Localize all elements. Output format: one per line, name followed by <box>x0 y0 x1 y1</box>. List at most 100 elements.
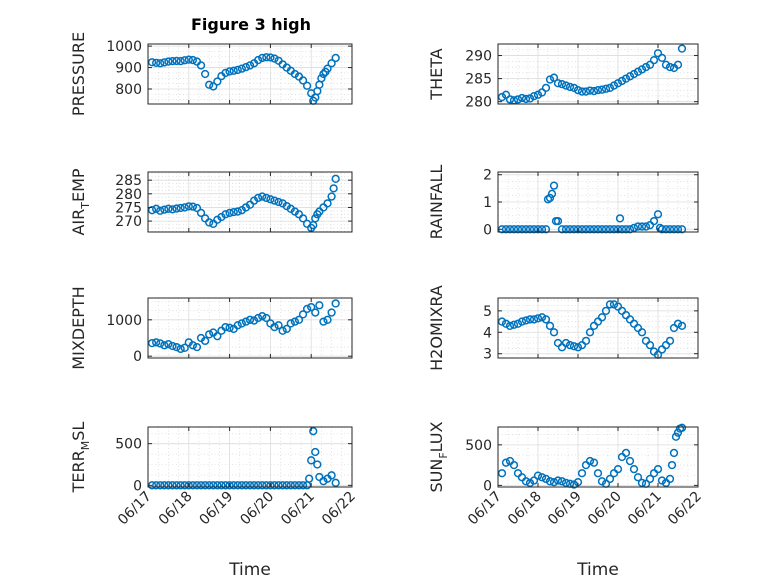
data-point <box>184 202 193 211</box>
data-point <box>290 481 300 490</box>
data-point <box>545 193 555 203</box>
data-point <box>565 340 575 350</box>
data-point <box>541 83 551 92</box>
subplot-bottom-left: 0 500 06/17 06/18 06/19 06/20 06/21 06/22 TERRMS… <box>69 422 359 580</box>
data-point <box>317 74 326 83</box>
y-axis-label: SUNFLUX <box>427 421 450 492</box>
data-point <box>557 225 567 234</box>
data-point <box>585 86 595 95</box>
data-point <box>573 86 583 95</box>
data-point <box>629 465 639 474</box>
data-point <box>233 65 242 75</box>
data-point <box>517 317 527 326</box>
data-point <box>180 343 189 352</box>
data-point <box>147 206 157 215</box>
data-point <box>305 474 314 483</box>
y-tick-label: 285 <box>115 173 142 189</box>
data-point <box>241 317 251 326</box>
data-point <box>160 481 169 490</box>
data-point <box>521 316 531 325</box>
data-point <box>633 473 643 482</box>
data-point <box>665 62 675 72</box>
data-point <box>278 326 287 335</box>
data-point <box>501 225 511 234</box>
x-tick-label: 06/21 <box>625 489 665 529</box>
data-point <box>521 477 531 486</box>
data-point <box>605 474 615 484</box>
data-point <box>205 218 214 227</box>
data-point <box>561 81 571 90</box>
data-point <box>501 90 511 99</box>
data-point <box>274 321 283 330</box>
data-point <box>237 319 246 328</box>
data-point <box>258 192 267 201</box>
data-point <box>533 471 543 480</box>
data-point <box>605 300 615 309</box>
data-point <box>205 80 214 89</box>
data-point <box>653 210 663 219</box>
data-point <box>529 225 539 234</box>
data-point <box>525 225 535 234</box>
data-point <box>266 195 275 204</box>
y-tick-label: 500 <box>115 437 142 453</box>
data-point <box>188 481 198 490</box>
data-point <box>569 225 579 234</box>
data-point <box>249 316 259 325</box>
data-point <box>188 202 198 211</box>
data-point <box>537 88 547 97</box>
axes-frame <box>147 297 353 359</box>
data-point <box>525 315 535 324</box>
data-point <box>331 299 340 308</box>
data-point <box>258 481 267 490</box>
y-tick-label: 1 <box>483 195 492 211</box>
data-point <box>152 58 161 68</box>
data-point <box>549 73 559 82</box>
data-point <box>180 481 189 490</box>
y-axis-label: H2OMIXRA <box>427 285 446 371</box>
data-point <box>593 86 603 95</box>
data-point <box>209 481 218 490</box>
data-point <box>673 428 683 437</box>
data-point <box>529 315 539 324</box>
data-point <box>180 203 189 212</box>
data-point <box>152 338 161 347</box>
data-point <box>327 192 336 201</box>
data-point <box>597 313 607 322</box>
data-point <box>521 94 531 104</box>
data-point <box>237 481 246 490</box>
y-tick-label: 280 <box>465 95 492 111</box>
data-point <box>180 56 189 65</box>
data-point <box>205 330 214 339</box>
data-point <box>577 225 587 234</box>
data-point <box>549 181 559 190</box>
data-point <box>537 225 547 234</box>
data-point <box>286 319 295 328</box>
data-point <box>609 300 619 309</box>
data-point <box>565 225 575 234</box>
data-point <box>147 58 157 67</box>
data-point <box>274 481 283 490</box>
data-point <box>329 184 338 193</box>
data-point <box>233 481 242 490</box>
data-point <box>298 481 308 490</box>
data-point <box>196 208 206 218</box>
data-point <box>196 61 206 70</box>
x-tick-label: 06/21 <box>278 489 318 529</box>
data-point <box>645 474 655 484</box>
data-point <box>209 82 218 91</box>
data-point <box>311 447 320 457</box>
data-point <box>188 341 198 350</box>
data-point <box>168 205 177 214</box>
data-point <box>677 44 687 53</box>
data-point <box>597 225 607 234</box>
data-point <box>200 336 210 346</box>
data-point <box>529 476 539 485</box>
data-point <box>188 55 198 65</box>
data-point <box>160 58 169 67</box>
data-point <box>637 328 647 337</box>
data-point <box>601 84 611 93</box>
subplot-row2-right: 0 1 2 RAINFALL <box>427 165 699 239</box>
data-point <box>537 473 547 482</box>
y-tick-label: 2 <box>483 168 492 184</box>
data-point <box>274 197 283 207</box>
